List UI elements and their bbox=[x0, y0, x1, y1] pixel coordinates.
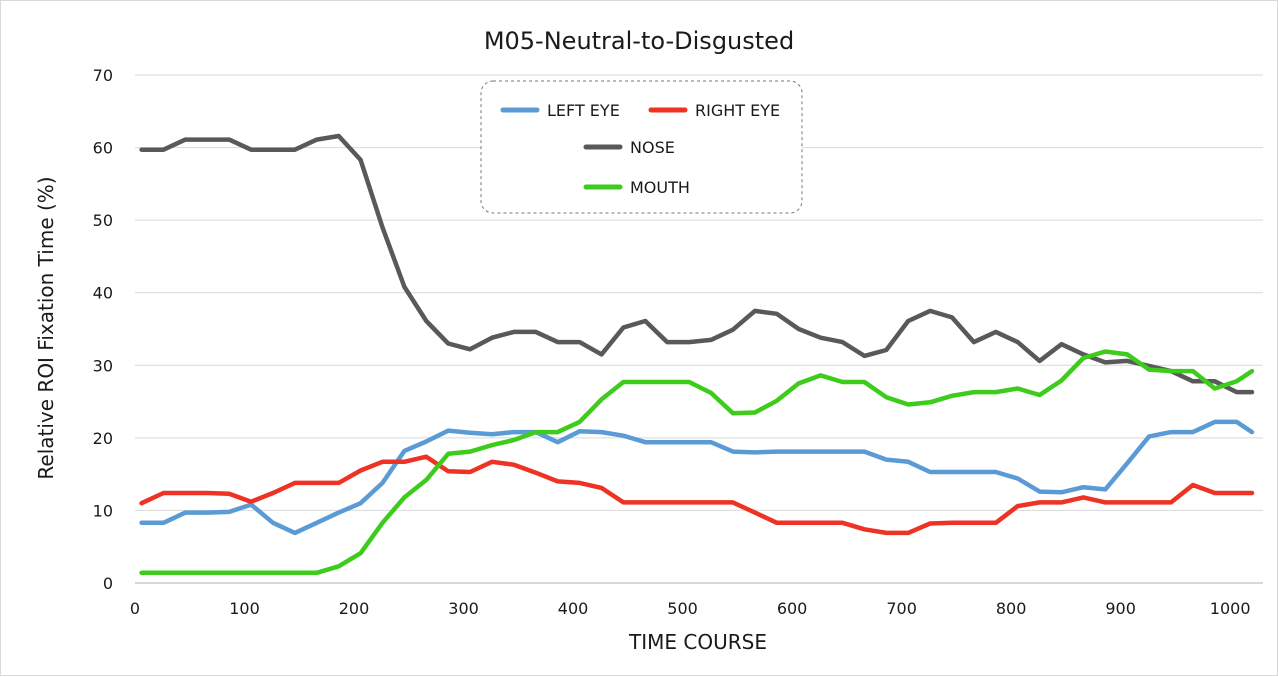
legend-label-left-eye: LEFT EYE bbox=[547, 101, 620, 120]
x-tick-label-400: 400 bbox=[558, 599, 589, 618]
x-tick-label-200: 200 bbox=[339, 599, 370, 618]
legend-items: LEFT EYE RIGHT EYE NOSE MOUTH bbox=[500, 101, 780, 197]
legend-label-right-eye: RIGHT EYE bbox=[695, 101, 780, 120]
legend-box bbox=[480, 80, 803, 214]
x-tick-label-900: 900 bbox=[1105, 599, 1136, 618]
x-tick-label-500: 500 bbox=[667, 599, 698, 618]
legend-label-nose: NOSE bbox=[630, 138, 675, 157]
x-tick-label-100: 100 bbox=[229, 599, 260, 618]
y-tick-label-0: 0 bbox=[103, 574, 113, 593]
x-tick-label-1000: 1000 bbox=[1210, 599, 1251, 618]
x-tick-label-300: 300 bbox=[448, 599, 479, 618]
x-tick-label-600: 600 bbox=[777, 599, 808, 618]
chart-title: M05-Neutral-to-Disgusted bbox=[484, 27, 794, 55]
series-line-nose bbox=[139, 133, 1255, 395]
x-tick-label-700: 700 bbox=[886, 599, 917, 618]
x-tick-label-0: 0 bbox=[130, 599, 140, 618]
legend: LEFT EYE RIGHT EYE NOSE MOUTH bbox=[480, 80, 803, 214]
y-tick-label-60: 60 bbox=[93, 139, 113, 158]
series-line-right-eye bbox=[139, 454, 1255, 536]
x-tick-labels: 0 100 200 300 400 500 600 700 800 900 1000 bbox=[130, 599, 1251, 618]
series-line-mouth bbox=[139, 349, 1255, 576]
y-tick-label-20: 20 bbox=[93, 429, 113, 448]
y-tick-label-50: 50 bbox=[93, 211, 113, 230]
y-tick-label-70: 70 bbox=[93, 66, 113, 85]
y-tick-labels: 0 10 20 30 40 50 60 70 bbox=[93, 66, 113, 593]
y-tick-label-30: 30 bbox=[93, 356, 113, 375]
series-layer bbox=[139, 133, 1255, 576]
y-tick-label-10: 10 bbox=[93, 501, 113, 520]
x-tick-label-800: 800 bbox=[996, 599, 1027, 618]
y-axis-label: Relative ROI Fixation Time (%) bbox=[34, 176, 58, 479]
y-tick-label-40: 40 bbox=[93, 284, 113, 303]
series-line-left-eye bbox=[139, 419, 1255, 536]
legend-label-mouth: MOUTH bbox=[630, 178, 690, 197]
x-axis-label: TIME COURSE bbox=[628, 630, 767, 654]
